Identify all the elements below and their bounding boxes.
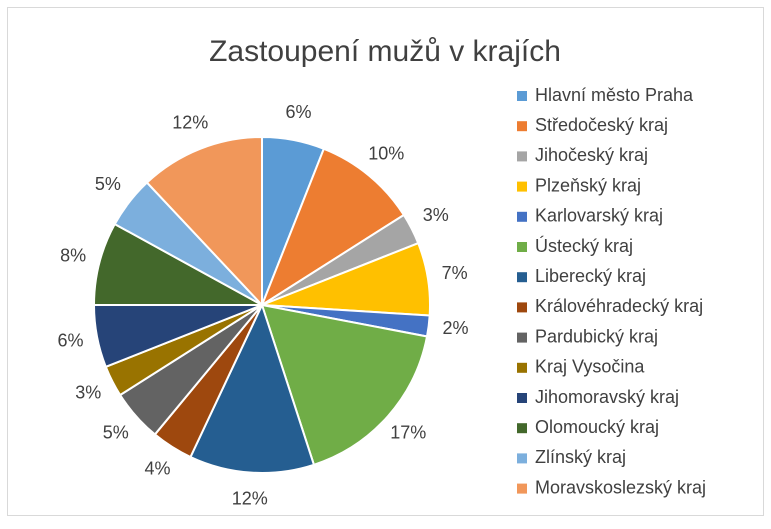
legend-label: Moravskoslezský kraj — [535, 477, 706, 497]
legend-swatch — [517, 362, 527, 373]
pie-slice — [260, 303, 429, 467]
legend-swatch — [517, 453, 527, 464]
legend-label: Liberecký kraj — [535, 266, 646, 286]
legend-label: Jihočeský kraj — [535, 145, 648, 165]
pie-slice — [189, 302, 316, 474]
data-label: 6% — [286, 102, 312, 122]
legend-label: Olomoucký kraj — [535, 417, 659, 437]
pie-slice — [259, 147, 406, 308]
data-label: 5% — [103, 423, 129, 443]
data-label: 7% — [442, 263, 468, 283]
chart-title: Zastoupení mužů v krajích — [209, 35, 561, 68]
legend-swatch — [517, 91, 527, 101]
pie-slice — [145, 135, 263, 308]
data-label: 12% — [172, 112, 208, 132]
data-label: 10% — [368, 143, 404, 163]
legend-swatch — [517, 211, 527, 222]
data-label: 3% — [423, 205, 449, 225]
data-label: 12% — [232, 488, 268, 508]
legend-swatch — [517, 181, 527, 192]
legend-swatch — [517, 423, 527, 434]
legend-label: Pardubický kraj — [535, 326, 658, 346]
legend-label: Kraj Vysočina — [535, 357, 645, 377]
data-label: 4% — [145, 458, 171, 478]
legend-label: Královéhradecký kraj — [535, 296, 703, 316]
data-label: 2% — [442, 318, 468, 338]
legend-swatch — [517, 302, 527, 313]
legend-swatch — [517, 151, 527, 162]
legend-swatch — [517, 483, 527, 494]
data-label: 5% — [95, 174, 121, 194]
legend-label: Středočeský kraj — [535, 115, 668, 135]
data-label: 6% — [57, 330, 83, 350]
legend-label: Ústecký kraj — [535, 235, 633, 256]
data-label: 17% — [390, 423, 426, 443]
legend-swatch — [517, 121, 527, 132]
data-label: 8% — [60, 245, 86, 265]
legend-swatch — [517, 242, 527, 252]
legend-swatch — [517, 272, 527, 283]
legend-swatch — [517, 332, 527, 343]
data-label: 3% — [75, 382, 101, 402]
legend-label: Plzeňský kraj — [535, 175, 641, 195]
legend-label: Zlínský kraj — [535, 447, 626, 467]
legend-label: Karlovarský kraj — [535, 206, 663, 226]
legend-label: Hlavní město Praha — [535, 85, 694, 105]
legend-label: Jihomoravský kraj — [535, 387, 679, 407]
legend-swatch — [517, 393, 527, 403]
